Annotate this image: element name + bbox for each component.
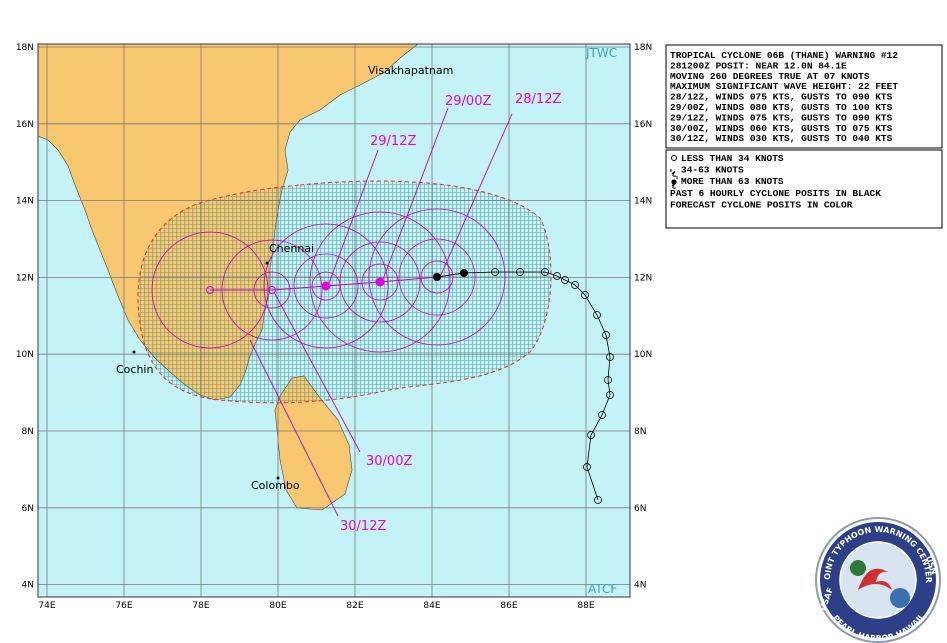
forecast-time-label: 30/00Z [366, 454, 412, 469]
warning-line: TROPICAL CYCLONE 06B (THANE) WARNING #12 [670, 50, 898, 61]
lon-label: 82E [346, 601, 363, 611]
forecast-time-label: 30/12Z [340, 519, 386, 534]
lon-label: 86E [500, 601, 517, 611]
place-label: Colombo [251, 479, 300, 492]
legend-symbol [671, 155, 677, 161]
legend-note: FORECAST CYCLONE POSITS IN COLOR [670, 200, 853, 211]
past-posits [491, 268, 614, 504]
city-dot [276, 476, 280, 480]
legend-symbol [670, 169, 678, 179]
warning-box [665, 44, 943, 149]
lat-label: 8N [634, 427, 646, 437]
warning-text: TROPICAL CYCLONE 06B (THANE) WARNING #12… [670, 50, 898, 144]
warning-line: 29/00Z, WINDS 080 KTS, GUSTS TO 100 KTS [670, 102, 893, 113]
forecast-posits [206, 277, 385, 294]
legend-entry: 34-63 KNOTS [681, 165, 744, 176]
warning-line: 281200Z POSIT: NEAR 12.0N 84.1E [670, 60, 847, 71]
forecast-time-label: 29/00Z [445, 94, 491, 109]
lat-label: 10N [634, 350, 652, 360]
lat-label: 18N [16, 43, 34, 53]
wind-radii [151, 208, 506, 353]
current-posit [433, 273, 441, 281]
lat-label: 4N [634, 581, 646, 591]
source-label: JTWC [585, 46, 617, 60]
legend-entry: LESS THAN 34 KNOTS [681, 153, 784, 164]
source-label: ATCF [588, 582, 617, 596]
legend-entry: MORE THAN 63 KNOTS [681, 176, 784, 187]
warning-line: 30/00Z, WINDS 060 KTS, GUSTS TO 075 KTS [670, 123, 893, 134]
city-dot [132, 350, 136, 354]
lat-label: 12N [16, 273, 34, 283]
warning-line: MAXIMUM SIGNIFICANT WAVE HEIGHT: 22 FEET [670, 81, 898, 92]
lat-label: 14N [16, 197, 34, 207]
lon-label: 76E [115, 601, 132, 611]
place-label: Visakhapatnam [368, 64, 453, 77]
map-frame [37, 43, 631, 598]
warning-line: MOVING 260 DEGREES TRUE AT 07 KNOTS [670, 71, 870, 82]
lon-label: 80E [269, 601, 286, 611]
warning-line: 28/12Z, WINDS 075 KTS, GUSTS TO 090 KTS [670, 92, 893, 103]
warning-line: 29/12Z, WINDS 075 KTS, GUSTS TO 090 KTS [670, 112, 893, 123]
lat-label: 8N [22, 427, 34, 437]
lat-label: 6N [634, 504, 646, 514]
lat-label: 16N [16, 120, 34, 130]
legend-note: PAST 6 HOURLY CYCLONE POSITS IN BLACK [670, 188, 881, 199]
place-label: Chennai [269, 242, 314, 255]
forecast-time-label: 28/12Z [515, 92, 561, 107]
forecast-time-label: 29/12Z [370, 134, 416, 149]
lon-label: 88E [577, 601, 594, 611]
lat-label: 14N [634, 197, 652, 207]
lat-label: 18N [634, 43, 652, 53]
map: Visakhapatnam Chennai Cochin Colombo 28/… [38, 44, 630, 597]
lat-label: 10N [16, 350, 34, 360]
lon-label: 84E [423, 601, 440, 611]
lat-label: 16N [634, 120, 652, 130]
lon-label: 78E [192, 601, 209, 611]
lat-label: 4N [22, 581, 34, 591]
legend-symbol [671, 179, 677, 185]
warning-line: 30/12Z, WINDS 030 KTS, GUSTS TO 040 KTS [670, 133, 893, 144]
tick-labels: 18N 18N 16N 16N 14N 14N 12N 12N 10N 10N 8N 8N 6N 6N 4N… [16, 43, 652, 611]
lat-label: 12N [634, 273, 652, 283]
lon-label: 74E [38, 601, 55, 611]
danger-area [137, 180, 552, 404]
city-dot [265, 261, 269, 265]
past-posit-strong [460, 269, 468, 277]
lat-label: 6N [22, 504, 34, 514]
place-label: Cochin [116, 363, 153, 376]
legend-box [665, 149, 943, 229]
